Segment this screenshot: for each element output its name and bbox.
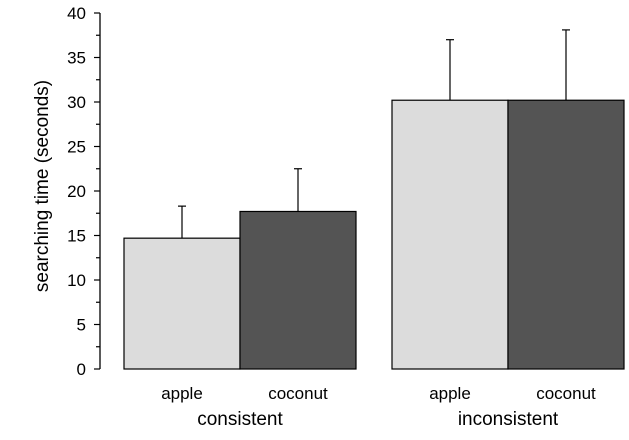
bar-category-label: apple (161, 384, 203, 403)
group-label: inconsistent (458, 409, 559, 430)
y-tick-label: 30 (67, 93, 86, 112)
bar-category-label: coconut (268, 384, 328, 403)
x-axis-labels: apple coconut consistent apple coconut incons… (161, 384, 596, 430)
bar-category-label: coconut (536, 384, 596, 403)
y-tick-label: 20 (67, 182, 86, 201)
bar (507, 99, 625, 370)
bar (239, 210, 357, 370)
y-tick-label: 0 (77, 360, 86, 379)
bars (123, 29, 625, 370)
y-axis: 0 5 10 15 20 25 30 35 40 (67, 4, 101, 379)
y-tick-label: 40 (67, 4, 86, 23)
y-tick-label: 5 (77, 316, 86, 335)
bar-category-label: apple (429, 384, 471, 403)
y-tick-label: 15 (67, 227, 86, 246)
bar (123, 237, 241, 370)
y-axis-title: searching time (seconds) (32, 80, 53, 292)
y-tick-label: 25 (67, 138, 86, 157)
bar (391, 99, 509, 370)
y-tick-label: 10 (67, 271, 86, 290)
group-label: consistent (197, 409, 283, 430)
y-tick-label: 35 (67, 49, 86, 68)
